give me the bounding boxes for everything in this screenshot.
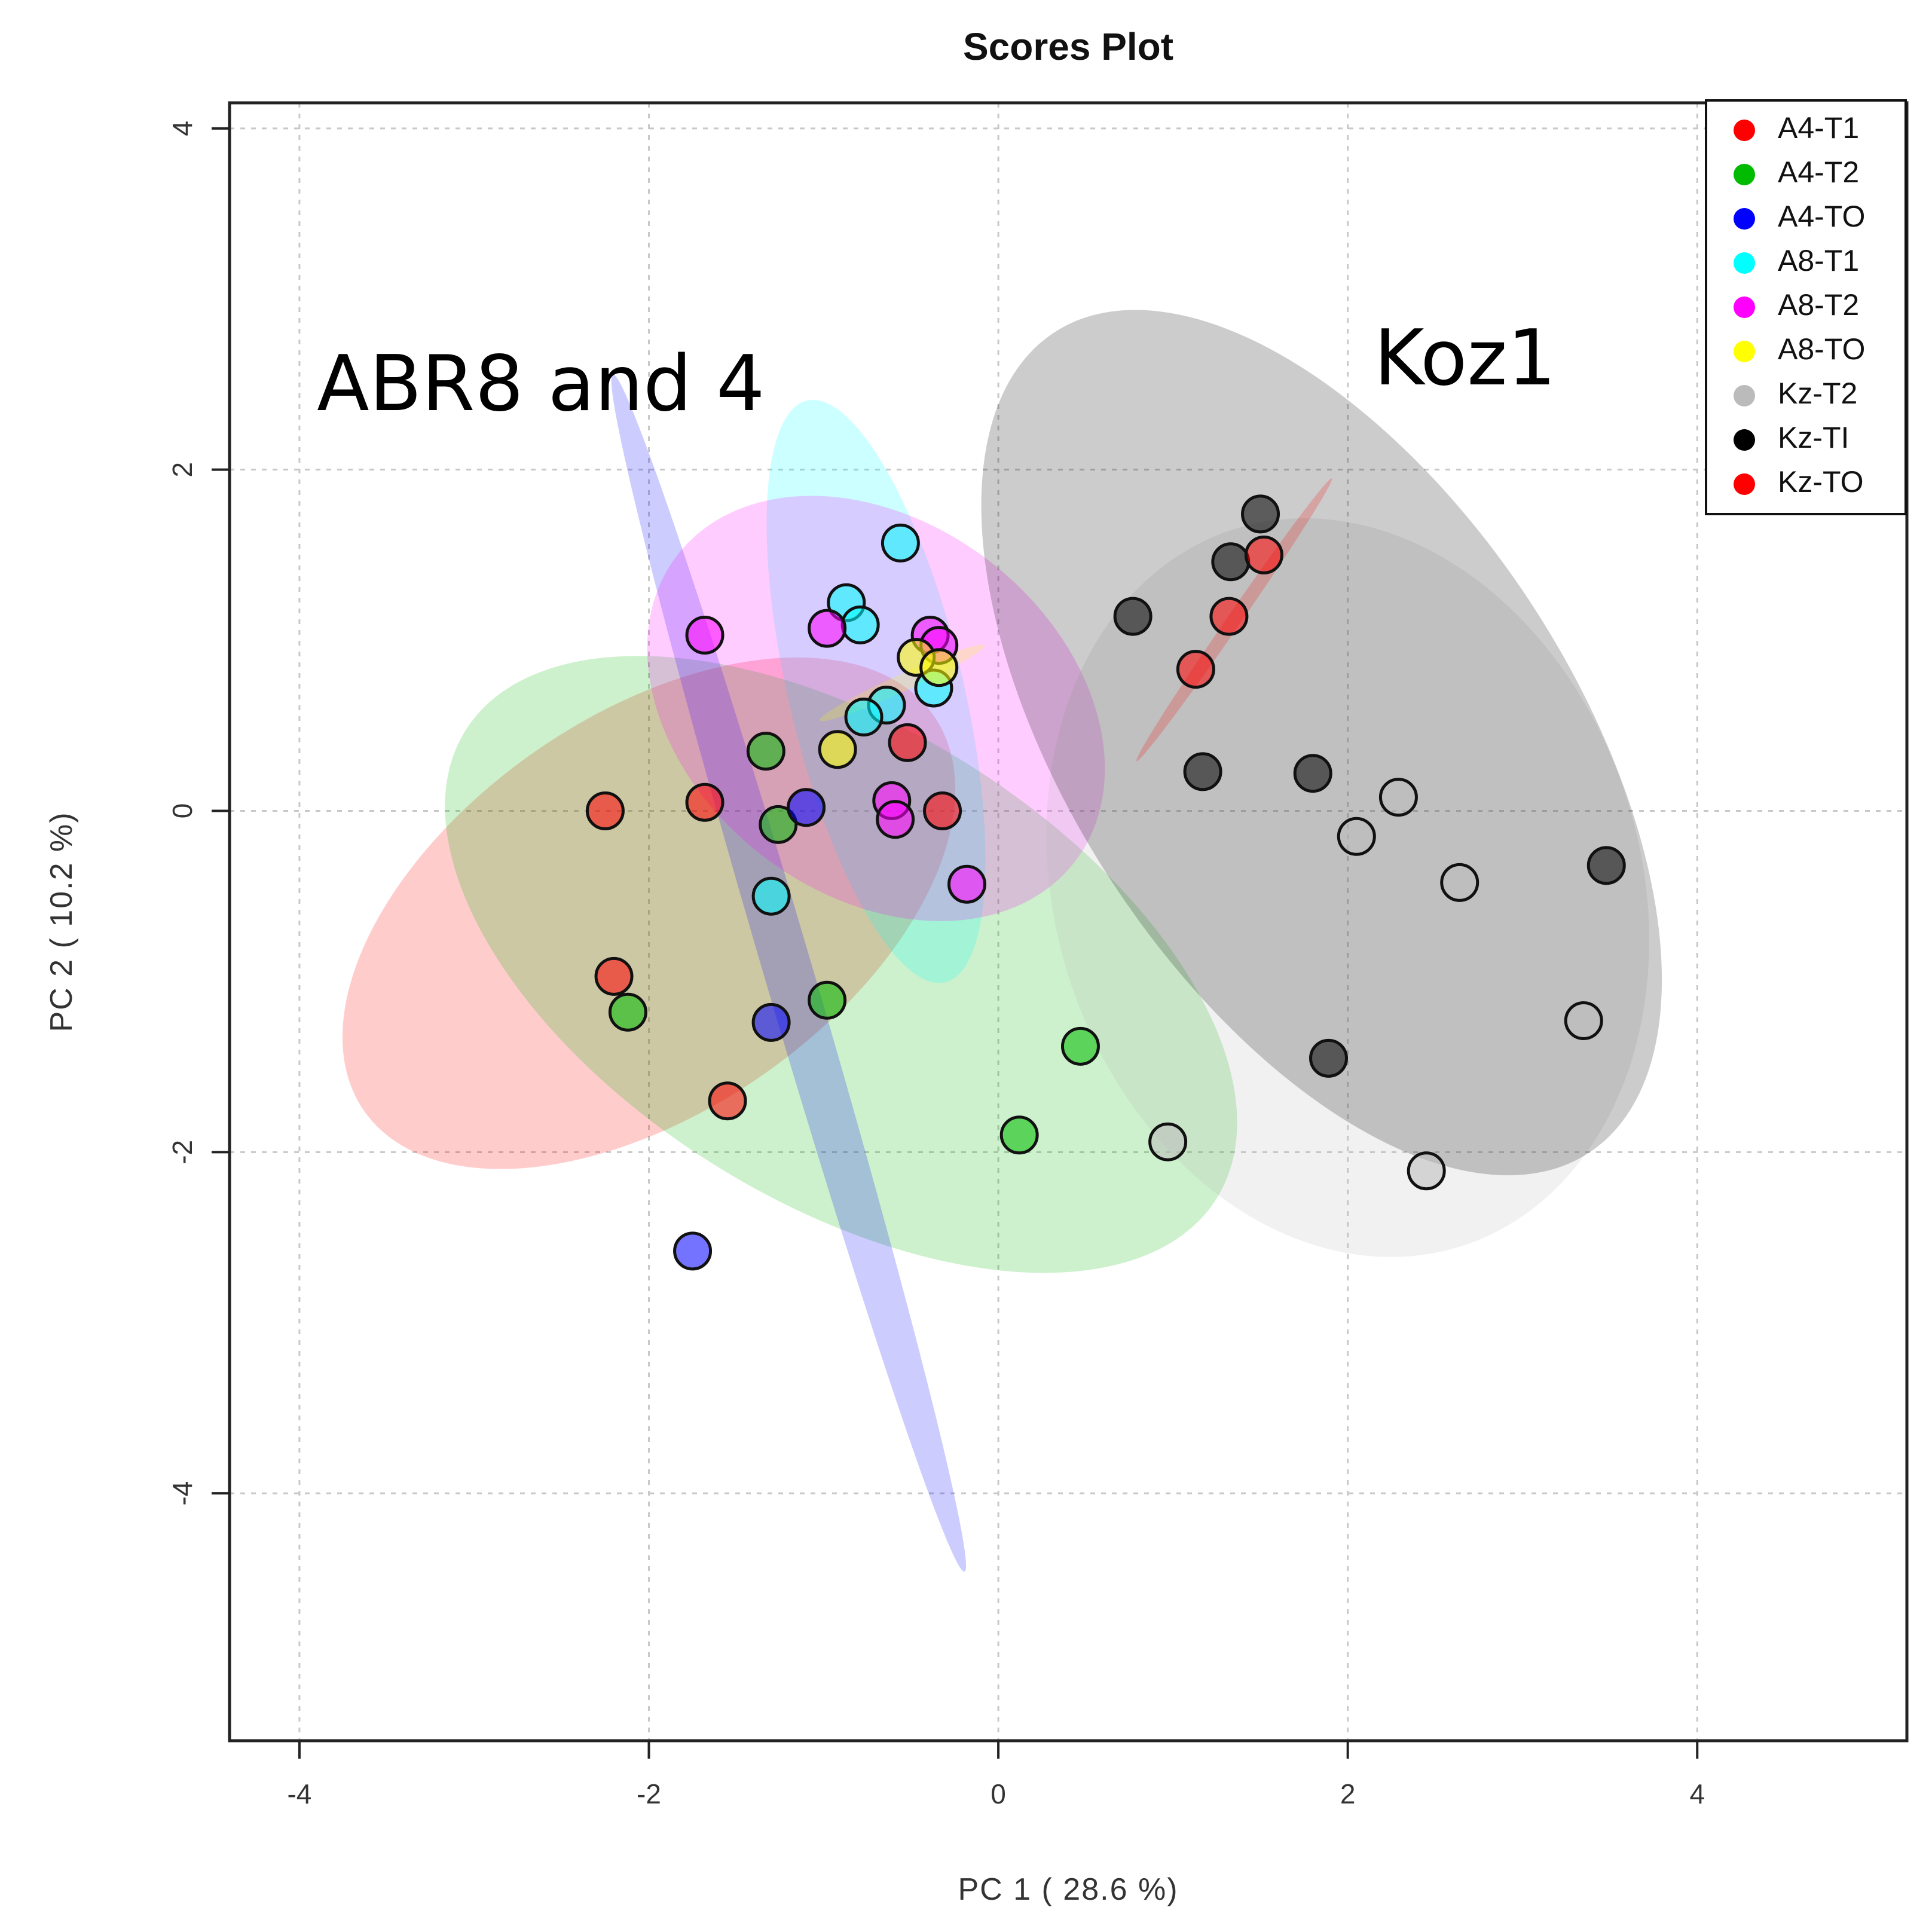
legend: A4-T1 A4-T2 A4-TO A8-T1 A8-T2 A8-TO Kz-T2 Kz-TI… xyxy=(1705,99,1907,515)
legend-marker-a8-to xyxy=(1734,341,1755,362)
point-a4-t2-0 xyxy=(746,732,785,771)
x-axis-label: PC 1 ( 28.6 %) xyxy=(958,1872,1178,1907)
point-a8-t1-0 xyxy=(881,523,920,563)
point-a4-to-0 xyxy=(787,788,826,827)
legend-marker-a8-t1 xyxy=(1734,252,1755,274)
ellipse-kz-t2 xyxy=(1046,518,1649,1257)
point-a4-t2-3 xyxy=(808,980,847,1020)
legend-label-kz-to: Kz-TO xyxy=(1778,465,1864,499)
x-tick-label-0: -4 xyxy=(287,1778,311,1809)
legend-marker-a4-to xyxy=(1734,208,1755,230)
point-a4-t1-4 xyxy=(888,723,927,762)
point-kz-ti-5 xyxy=(1586,846,1626,885)
point-a8-t1-2 xyxy=(840,605,880,644)
y-tick-label-0: -4 xyxy=(167,1481,198,1506)
score-points xyxy=(585,494,1626,1271)
point-kz-t2-2 xyxy=(1440,863,1479,902)
y-tick-label-4: 4 xyxy=(167,121,198,136)
y-tick-label-3: 2 xyxy=(167,462,198,478)
point-kz-t2-1 xyxy=(1337,817,1376,856)
legend-label-a8-t1: A8-T1 xyxy=(1778,244,1859,277)
point-a4-t2-2 xyxy=(608,992,647,1032)
plot-frame xyxy=(228,101,1909,1743)
legend-label-a8-to: A8-TO xyxy=(1778,332,1865,366)
point-a8-to-1 xyxy=(919,648,959,687)
point-kz-to-2 xyxy=(1176,650,1215,689)
point-a4-t1-1 xyxy=(685,782,724,822)
legend-label-a4-t1: A4-T1 xyxy=(1778,111,1859,145)
legend-label-a8-t2: A8-T2 xyxy=(1778,288,1859,322)
point-a4-t1-5 xyxy=(923,791,962,830)
legend-marker-kz-to xyxy=(1734,473,1755,495)
point-kz-ti-2 xyxy=(1113,597,1153,636)
ellipse-a4-t2 xyxy=(445,656,1237,1273)
point-kz-to-0 xyxy=(1244,535,1283,574)
point-a8-t1-6 xyxy=(751,876,791,916)
ellipse-a4-t1 xyxy=(342,657,956,1169)
y-tick-label-2: 0 xyxy=(167,803,198,819)
point-kz-t2-5 xyxy=(1407,1151,1446,1191)
point-a8-t2-1 xyxy=(808,609,847,648)
point-kz-ti-4 xyxy=(1293,754,1332,793)
x-tick-label-1: -2 xyxy=(637,1778,661,1809)
ellipse-a4-to xyxy=(611,374,967,1572)
legend-marker-kz-t2 xyxy=(1734,385,1755,406)
point-a4-t1-0 xyxy=(585,791,625,830)
point-a8-t1-4 xyxy=(844,698,884,736)
chart-title: Scores Plot xyxy=(963,25,1173,68)
annotation-abr8-and-4: ABR8 and 4 xyxy=(317,340,765,429)
x-tick-label-3: 2 xyxy=(1340,1778,1356,1809)
point-a4-t2-4 xyxy=(1060,1026,1100,1066)
legend-marker-a4-t1 xyxy=(1734,120,1755,141)
point-a8-t2-6 xyxy=(947,864,986,904)
x-tick-label-4: 4 xyxy=(1689,1778,1705,1809)
grid-lines xyxy=(230,103,1907,1741)
point-kz-to-1 xyxy=(1209,597,1249,636)
point-kz-ti-0 xyxy=(1241,494,1280,534)
point-kz-t2-4 xyxy=(1148,1122,1188,1161)
x-tick-label-2: 0 xyxy=(991,1778,1006,1809)
y-axis-label: PC 2 ( 10.2 %) xyxy=(44,811,79,1032)
point-a4-to-2 xyxy=(673,1231,713,1271)
legend-label-a4-t2: A4-T2 xyxy=(1778,155,1859,189)
point-a8-t2-0 xyxy=(685,616,724,655)
legend-label-a4-to: A4-TO xyxy=(1778,200,1865,233)
ellipse-kz-ti xyxy=(981,310,1662,1176)
legend-label-kz-t2: Kz-T2 xyxy=(1778,377,1857,410)
point-a4-t2-5 xyxy=(999,1115,1039,1155)
point-kz-ti-6 xyxy=(1309,1038,1349,1078)
point-kz-ti-1 xyxy=(1211,542,1251,582)
point-kz-t2-3 xyxy=(1564,1001,1603,1041)
point-a4-to-1 xyxy=(751,1002,791,1042)
point-a4-t2-1 xyxy=(759,805,798,844)
legend-marker-a8-t2 xyxy=(1734,296,1755,318)
point-a8-to-2 xyxy=(818,730,857,769)
legend-marker-kz-ti xyxy=(1734,429,1755,451)
point-kz-ti-3 xyxy=(1183,752,1222,791)
point-a4-t1-3 xyxy=(708,1081,747,1121)
axes: -4 -2 0 2 4 -4 -2 0 2 4 xyxy=(167,121,1705,1809)
legend-label-kz-ti: Kz-TI xyxy=(1778,421,1849,454)
point-a8-t2-5 xyxy=(876,800,915,839)
legend-marker-a4-t2 xyxy=(1734,164,1755,185)
y-tick-label-1: -2 xyxy=(167,1140,198,1164)
point-a4-t1-2 xyxy=(594,956,634,996)
point-kz-t2-0 xyxy=(1378,778,1418,817)
annotation-koz1: Koz1 xyxy=(1374,314,1557,403)
